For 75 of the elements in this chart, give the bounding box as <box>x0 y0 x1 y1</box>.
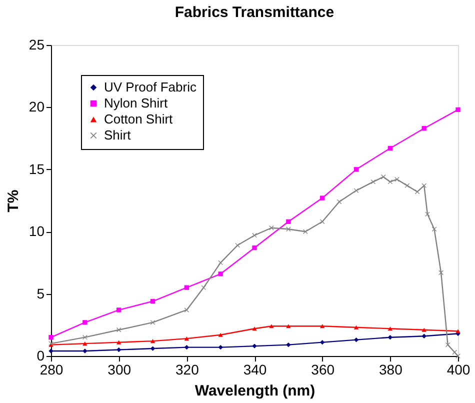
point <box>286 219 291 224</box>
point <box>269 324 274 328</box>
x-tick-label: 380 <box>378 362 403 378</box>
point <box>438 270 444 275</box>
point <box>269 226 274 230</box>
point <box>218 272 223 276</box>
point <box>388 326 393 331</box>
point <box>184 285 190 290</box>
point <box>150 320 156 325</box>
y-axis-title: T% <box>4 190 22 212</box>
point <box>184 308 190 312</box>
legend-label: Cotton Shirt <box>104 112 174 126</box>
point <box>354 325 359 330</box>
point <box>218 344 223 350</box>
point <box>394 177 400 182</box>
point <box>388 334 393 340</box>
point <box>235 242 240 248</box>
point <box>422 334 426 338</box>
point <box>370 179 376 184</box>
point <box>82 320 88 325</box>
point <box>82 334 88 340</box>
point <box>456 329 460 334</box>
point <box>116 340 122 344</box>
point <box>354 167 359 172</box>
point <box>201 285 206 290</box>
point <box>218 332 223 337</box>
point <box>388 146 393 151</box>
x-tick-label: 320 <box>175 362 200 378</box>
point <box>320 196 325 200</box>
y-tick-label: 25 <box>28 36 45 52</box>
point <box>252 245 257 250</box>
x-tick-label: 280 <box>40 362 64 378</box>
point <box>48 334 54 340</box>
y-tick-label: 10 <box>28 223 45 240</box>
y-tick-label: 15 <box>28 160 45 177</box>
legend-label: UV Proof Fabric <box>104 80 197 94</box>
point <box>404 183 410 188</box>
point <box>286 342 291 348</box>
chart-title: Fabrics Transmittance <box>174 4 334 21</box>
x-axis-title: Wavelength (nm) <box>194 382 316 400</box>
point <box>252 344 257 348</box>
point <box>432 226 437 232</box>
point <box>303 229 308 234</box>
point <box>150 339 156 344</box>
point <box>354 337 359 342</box>
legend-label: Nylon Shirt <box>104 96 168 110</box>
point <box>422 328 426 332</box>
x-tick-label: 300 <box>108 362 132 378</box>
y-tick-label: 0 <box>36 348 45 364</box>
x-tick-label: 400 <box>446 362 470 378</box>
point <box>116 347 122 352</box>
point <box>425 212 430 217</box>
point <box>422 126 426 131</box>
x-tick-label: 340 <box>243 362 267 378</box>
point <box>184 336 190 341</box>
point <box>252 232 257 238</box>
point <box>218 260 223 266</box>
point <box>150 298 156 304</box>
legend-label: Shirt <box>104 128 132 142</box>
point <box>116 308 122 312</box>
point <box>452 350 457 355</box>
point <box>354 188 359 193</box>
point <box>320 324 325 328</box>
y-tick-label: 5 <box>36 285 45 302</box>
point <box>336 199 342 204</box>
point <box>116 328 122 332</box>
point <box>320 340 325 345</box>
point <box>456 107 460 112</box>
point <box>48 348 54 354</box>
y-tick-label: 20 <box>28 98 45 115</box>
point <box>252 326 257 331</box>
point <box>82 348 88 354</box>
point <box>184 344 190 350</box>
x-tick-label: 360 <box>311 362 335 378</box>
point <box>82 342 88 346</box>
